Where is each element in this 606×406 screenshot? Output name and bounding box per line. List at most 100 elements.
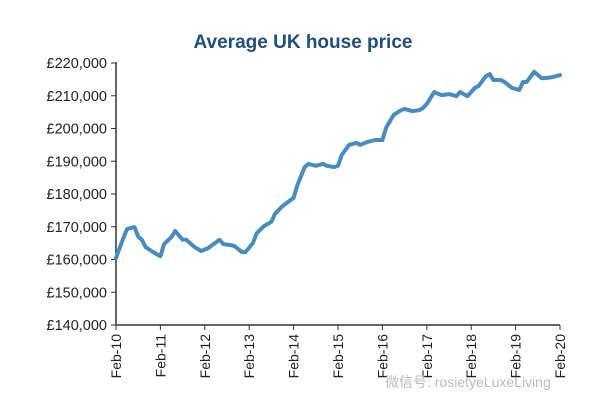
data-point (140, 238, 144, 242)
data-point (558, 73, 562, 77)
data-point (425, 102, 429, 106)
x-tick-label: Feb-18 (463, 334, 479, 379)
x-tick-label: Feb-20 (552, 334, 568, 379)
x-tick-label: Feb-19 (508, 334, 524, 379)
data-point (218, 238, 222, 242)
data-point (477, 84, 481, 88)
data-point (192, 244, 196, 248)
data-point (466, 94, 469, 98)
data-point (306, 162, 310, 166)
data-point (532, 70, 536, 74)
data-point (336, 164, 340, 168)
data-point (421, 106, 425, 110)
chart-title: Average UK house price (193, 32, 413, 53)
data-point (251, 241, 255, 245)
x-tick-label: Feb-16 (374, 334, 390, 379)
y-tick-label: £170,000 (47, 220, 107, 236)
data-point (358, 143, 362, 147)
x-tick-label: Feb-13 (241, 334, 257, 379)
data-point (543, 76, 547, 80)
watermark: 微信号: rosietyeLuxeLiving (385, 374, 551, 390)
data-point (540, 76, 543, 80)
data-point (173, 229, 177, 233)
data-point (321, 162, 325, 166)
data-point (432, 90, 436, 94)
data-point (232, 244, 236, 248)
data-point (399, 108, 403, 112)
y-tick-label: £180,000 (47, 187, 107, 203)
data-point (347, 143, 351, 147)
data-point (454, 94, 458, 98)
data-point (144, 245, 148, 249)
y-tick-label: £210,000 (47, 89, 107, 105)
data-point (121, 236, 125, 240)
data-point (517, 88, 521, 92)
data-point (392, 113, 395, 117)
data-point (355, 141, 358, 145)
data-point (473, 86, 477, 90)
x-tick-label: Feb-10 (108, 334, 124, 379)
data-point (340, 153, 344, 157)
data-point (314, 164, 318, 168)
y-tick-label: £160,000 (47, 253, 107, 269)
y-tick-label: £220,000 (47, 56, 107, 72)
data-point (325, 164, 329, 168)
data-point (410, 109, 414, 113)
data-point (499, 78, 503, 82)
data-point (151, 250, 155, 254)
data-point (403, 107, 407, 111)
data-point (184, 238, 188, 242)
data-point (525, 80, 529, 84)
data-point (158, 254, 162, 258)
y-tick-label: £150,000 (47, 285, 107, 301)
y-tick-label: £190,000 (47, 154, 107, 170)
data-point (170, 235, 173, 239)
data-point (380, 138, 384, 142)
series-line (114, 69, 562, 260)
data-point (221, 242, 225, 246)
x-tick-label: Feb-17 (419, 334, 435, 379)
x-tick-label: Feb-11 (152, 334, 168, 378)
data-point (384, 126, 388, 130)
data-point (510, 86, 514, 90)
data-point (133, 225, 136, 229)
y-tick-label: £200,000 (47, 122, 107, 138)
data-point (207, 246, 210, 250)
x-tick-label: Feb-14 (286, 334, 302, 379)
data-point (521, 80, 525, 84)
data-point (551, 75, 555, 79)
data-point (210, 243, 214, 247)
data-point (417, 108, 421, 112)
data-point (136, 235, 140, 239)
data-point (491, 78, 495, 82)
data-point (262, 224, 266, 228)
data-point (503, 80, 506, 84)
data-point (199, 249, 203, 253)
data-point (162, 242, 166, 246)
data-point (273, 212, 277, 216)
data-point (181, 238, 185, 242)
data-point (295, 183, 299, 187)
data-point (332, 165, 336, 169)
data-point (366, 140, 370, 144)
data-point (229, 243, 233, 247)
data-point (281, 204, 284, 208)
data-point (125, 227, 129, 231)
data-point (447, 92, 451, 96)
data-point (303, 165, 307, 169)
data-point (373, 138, 377, 142)
data-point (244, 250, 247, 254)
data-point (114, 256, 118, 260)
data-point (488, 72, 492, 76)
data-point (484, 74, 488, 78)
x-tick-label: Feb-15 (330, 334, 346, 379)
y-tick-label: £140,000 (47, 318, 107, 334)
data-point (458, 90, 462, 94)
x-tick-label: Feb-12 (197, 334, 213, 379)
data-point (255, 231, 259, 235)
data-point (269, 220, 273, 224)
data-point (440, 93, 444, 97)
data-point (292, 196, 296, 200)
data-point (240, 250, 244, 254)
